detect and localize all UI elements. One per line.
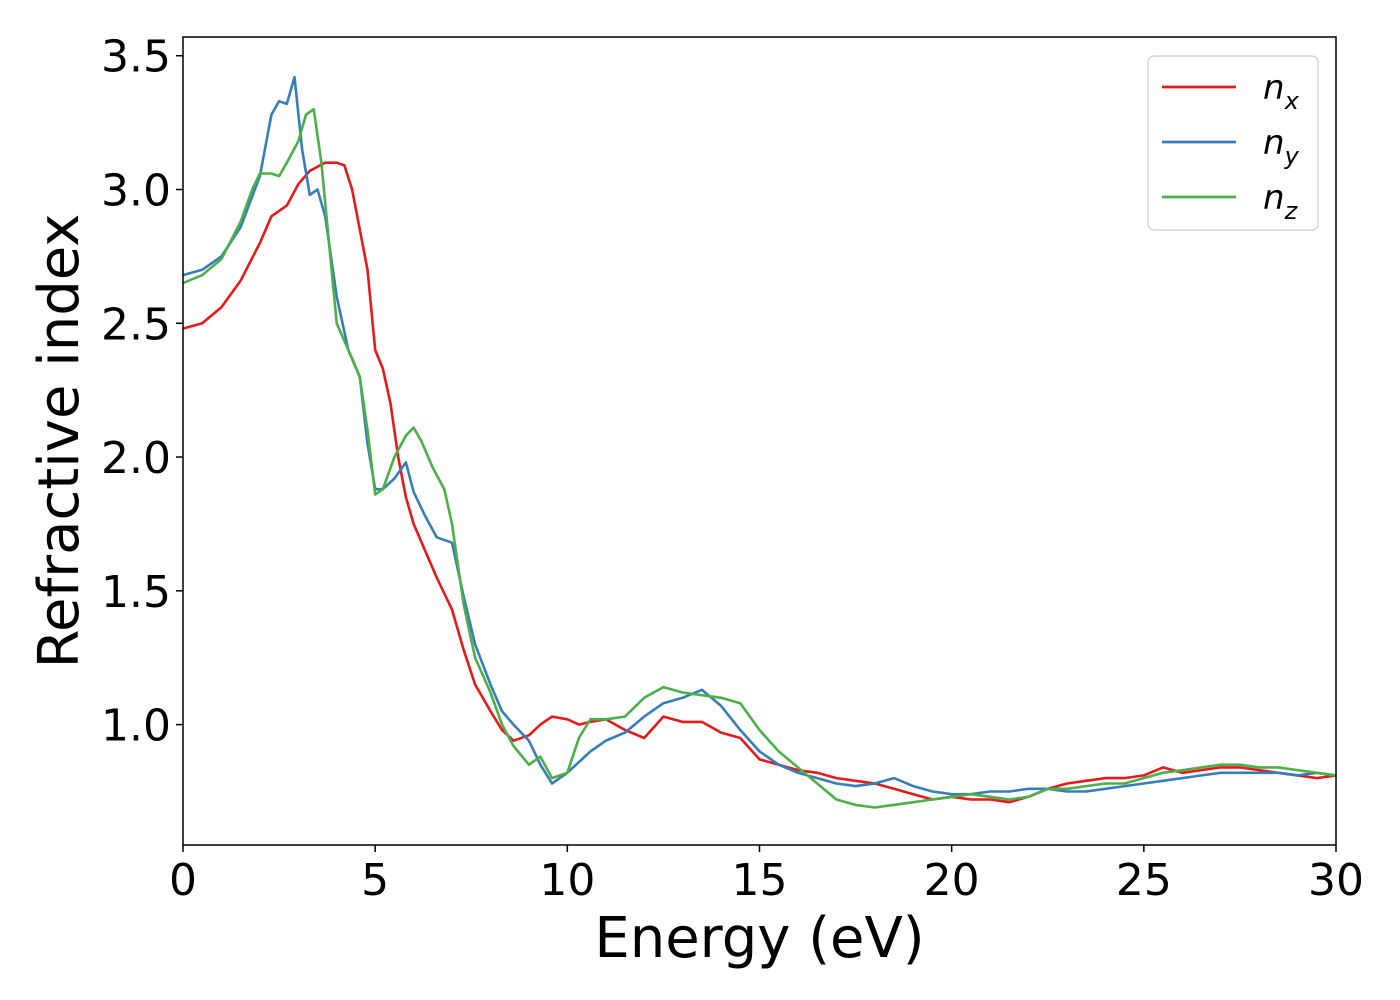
y-axis-ticks: 1.0 1.5 2.0 2.5 3.0 3.5 (101, 32, 183, 752)
x-axis-title: Energy (eV) (594, 906, 924, 971)
legend-label-z: nz (1263, 178, 1299, 225)
x-tick-label: 15 (732, 855, 788, 906)
x-axis-ticks: 0 5 10 15 20 25 30 (169, 845, 1364, 906)
y-tick-label: 3.0 (101, 166, 171, 217)
legend-label-y: ny (1263, 123, 1300, 170)
x-tick-label: 10 (539, 855, 595, 906)
x-tick-label: 0 (169, 855, 197, 906)
x-tick-label: 30 (1308, 855, 1364, 906)
x-tick-label: 25 (1116, 855, 1172, 906)
y-axis-title: Refractive index (27, 214, 92, 669)
series-line-z (183, 107, 1336, 809)
y-tick-label: 1.0 (101, 701, 171, 752)
series-line-x (183, 161, 1336, 804)
y-tick-label: 2.0 (101, 433, 171, 484)
x-tick-label: 5 (361, 855, 389, 906)
y-tick-label: 2.5 (101, 299, 171, 350)
y-tick-label: 1.5 (101, 567, 171, 618)
legend-label-x: nx (1263, 68, 1300, 115)
legend: nx ny nz (1147, 55, 1319, 231)
x-tick-label: 20 (924, 855, 980, 906)
plot-lines (183, 75, 1336, 809)
y-tick-label: 3.5 (101, 32, 171, 83)
